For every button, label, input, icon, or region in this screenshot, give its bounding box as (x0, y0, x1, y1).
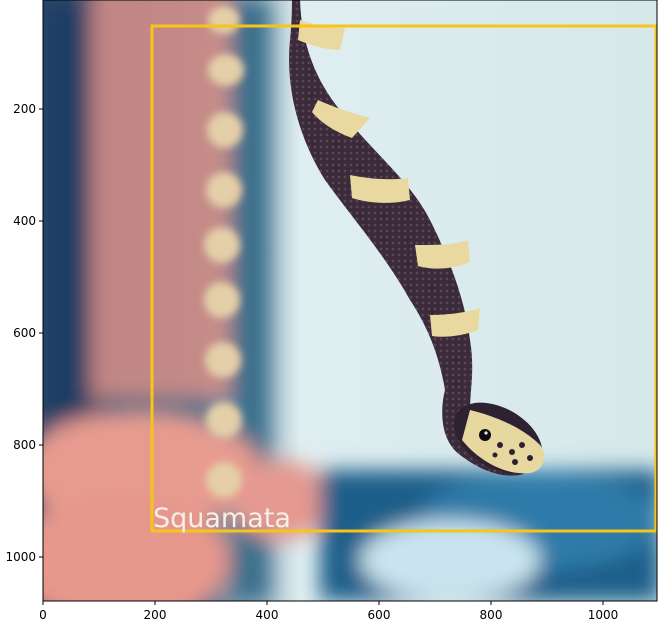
x-tick-label: 400 (256, 608, 279, 622)
plot-frame (42, 0, 658, 602)
detection-label: Squamata (153, 503, 291, 534)
y-axis: 200 400 600 800 1000 (5, 102, 43, 564)
photo (43, 0, 657, 601)
snake (289, 0, 545, 476)
detection-box (150, 24, 658, 533)
x-tick-label: 1000 (588, 608, 619, 622)
y-tick-label: 400 (13, 214, 36, 228)
x-tick-label: 0 (39, 608, 47, 622)
x-tick-label: 800 (480, 608, 503, 622)
y-tick-label: 600 (13, 326, 36, 340)
x-tick-label: 600 (368, 608, 391, 622)
x-tick-label: 200 (144, 608, 167, 622)
y-tick-label: 800 (13, 438, 36, 452)
y-tick-label: 1000 (5, 550, 36, 564)
y-tick-label: 200 (13, 102, 36, 116)
x-axis: 0 200 400 600 800 1000 (39, 601, 618, 622)
